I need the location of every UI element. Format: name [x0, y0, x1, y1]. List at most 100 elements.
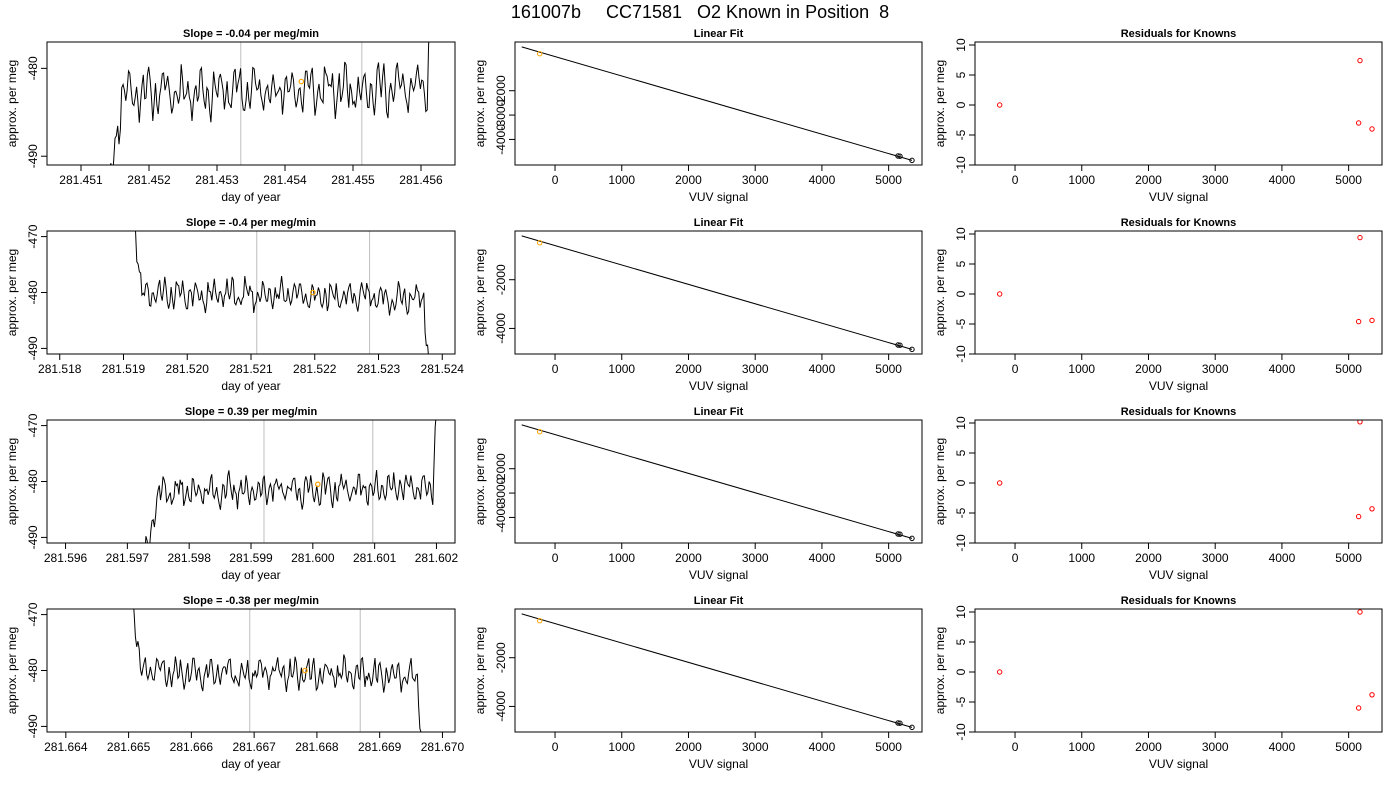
x-tick-label: 3000 — [1202, 551, 1229, 565]
x-tick-label: 3000 — [1202, 173, 1229, 187]
chart-panel-time-series-4: Slope = -0.38 per meg/min 281.664 281.665 2… — [5, 595, 465, 771]
plot-frame — [514, 230, 923, 355]
y-tick-label: -480 — [26, 56, 40, 80]
residual-point — [1355, 318, 1362, 325]
plot-frame — [46, 419, 456, 544]
y-axis-label: approx. per meg — [933, 60, 947, 147]
plot-area — [134, 231, 429, 354]
x-tick-label: 281.666 — [170, 740, 214, 754]
x-tick-label: 281.453 — [195, 173, 239, 187]
data-point — [909, 157, 915, 164]
x-tick-label: 4000 — [1269, 551, 1296, 565]
x-tick-label: 0 — [552, 551, 559, 565]
y-tick-label: -3000 — [494, 477, 508, 508]
x-tick-label: 281.454 — [263, 173, 307, 187]
y-tick-label: 10 — [954, 227, 968, 241]
chart-panel-time-series-2: Slope = -0.4 per meg/min 281.518 281.519 28… — [5, 217, 465, 393]
residual-point — [996, 291, 1003, 297]
x-tick-label: 3000 — [742, 173, 769, 187]
x-tick-label: 281.524 — [421, 362, 465, 376]
x-tick-label: 3000 — [1202, 362, 1229, 376]
plot-frame — [974, 230, 1383, 355]
x-tick-label: 281.669 — [358, 740, 402, 754]
plot-area — [996, 609, 1375, 711]
series-line — [134, 231, 429, 354]
y-tick-label: -2000 — [494, 264, 508, 295]
x-tick-label: 0 — [1012, 173, 1019, 187]
y-tick-label: 5 — [954, 638, 968, 645]
plot-area — [996, 420, 1375, 520]
chart-panel-residuals-3: Residuals for Knowns 0 1000 2000 3000 4000 500… — [933, 406, 1383, 582]
panel-title: Residuals for Knowns — [1121, 595, 1237, 607]
x-tick-label: 1000 — [608, 551, 635, 565]
x-tick-label: 281.523 — [357, 362, 401, 376]
x-tick-label: 1000 — [608, 173, 635, 187]
x-tick-label: 3000 — [1202, 740, 1229, 754]
series-line — [133, 609, 422, 732]
known-average-point — [298, 78, 305, 85]
x-tick-label: 281.664 — [44, 740, 88, 754]
panel-title: Residuals for Knowns — [1121, 28, 1237, 40]
residual-point — [1357, 57, 1363, 64]
chart-panel-linear-fit-2: Linear Fit 0 1000 2000 3000 4000 5000 -2000 -400… — [473, 217, 923, 393]
x-axis-label: day of year — [221, 568, 280, 582]
plot-area — [996, 57, 1375, 132]
residual-point — [1369, 692, 1375, 698]
plot-area — [996, 234, 1375, 325]
x-tick-label: 281.602 — [415, 551, 459, 565]
panel-title: Residuals for Knowns — [1121, 217, 1237, 229]
y-tick-label: -480 — [26, 658, 40, 682]
known-average-point — [314, 481, 321, 488]
x-tick-label: 5000 — [1335, 362, 1362, 376]
x-tick-label: 281.600 — [291, 551, 335, 565]
x-tick-label: 2000 — [675, 362, 702, 376]
fit-line — [521, 613, 913, 728]
data-point — [897, 531, 903, 537]
y-axis-label: approx. per meg — [473, 627, 487, 714]
y-tick-label: -470 — [26, 602, 40, 626]
residual-point — [1355, 705, 1362, 711]
x-tick-label: 4000 — [809, 551, 836, 565]
x-tick-label: 3000 — [742, 362, 769, 376]
plot-area — [521, 613, 915, 731]
known-average-point — [302, 667, 308, 674]
x-tick-label: 0 — [552, 740, 559, 754]
residual-point — [996, 102, 1003, 108]
y-tick-label: 10 — [954, 416, 968, 430]
y-tick-label: -490 — [26, 336, 40, 360]
x-tick-label: 281.455 — [331, 173, 375, 187]
x-axis-label: VUV signal — [1149, 568, 1208, 582]
x-tick-label: 1000 — [1068, 362, 1095, 376]
x-tick-label: 281.451 — [59, 173, 103, 187]
known-average-point — [310, 289, 316, 296]
plot-area — [109, 42, 430, 165]
x-tick-label: 281.670 — [421, 740, 465, 754]
chart-panel-time-series-1: Slope = -0.04 per meg/min 281.451 281.452 2… — [5, 28, 456, 204]
data-point — [536, 617, 543, 624]
chart-panel-time-series-3: Slope = 0.39 per meg/min 281.596 281.597 28… — [5, 406, 459, 582]
y-tick-label: -10 — [954, 156, 968, 174]
x-tick-label: 4000 — [809, 740, 836, 754]
y-axis-label: approx. per meg — [933, 249, 947, 336]
x-tick-label: 2000 — [675, 173, 702, 187]
x-tick-label: 4000 — [1269, 740, 1296, 754]
y-tick-label: -490 — [26, 144, 40, 168]
y-tick-label: -470 — [26, 413, 40, 437]
x-tick-label: 3000 — [742, 740, 769, 754]
residual-point — [1355, 120, 1362, 126]
x-tick-label: 5000 — [1335, 551, 1362, 565]
y-tick-label: -3000 — [494, 99, 508, 130]
series-line — [144, 420, 437, 543]
y-tick-label: -5 — [954, 696, 968, 707]
data-point — [909, 535, 915, 542]
y-axis-label: approx. per meg — [5, 627, 19, 714]
x-tick-label: 3000 — [742, 551, 769, 565]
residual-point — [1357, 234, 1363, 241]
plot-frame — [974, 419, 1383, 544]
plot-frame — [514, 41, 923, 166]
data-point — [909, 346, 915, 353]
x-tick-label: 281.522 — [293, 362, 337, 376]
x-tick-label: 0 — [552, 362, 559, 376]
data-point — [895, 342, 901, 348]
y-axis-label: approx. per meg — [5, 60, 19, 147]
